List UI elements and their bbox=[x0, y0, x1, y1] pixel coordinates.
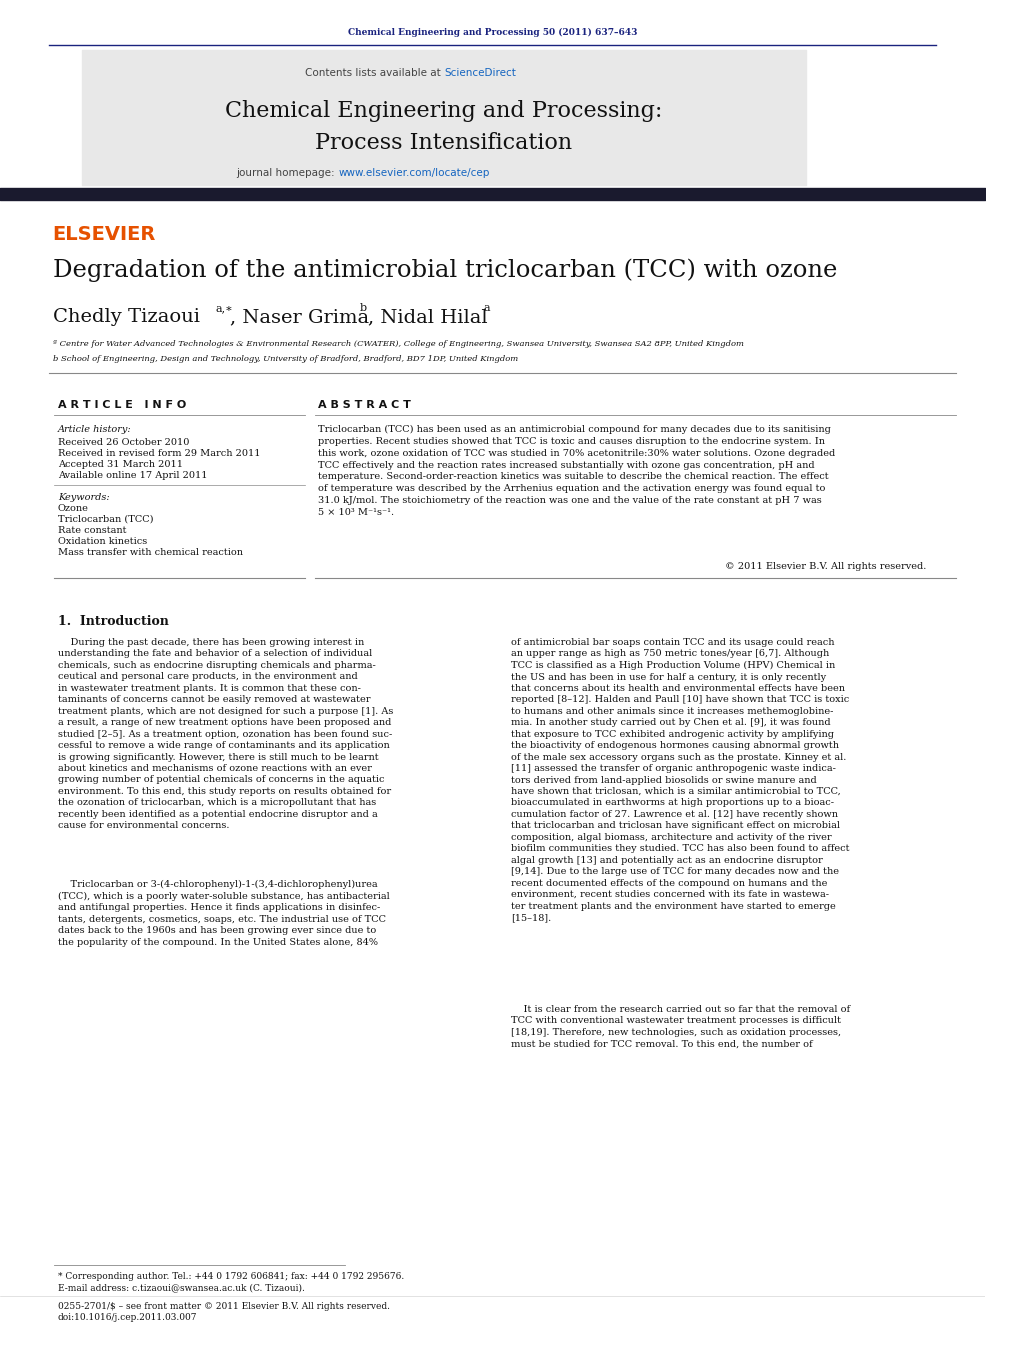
Text: Triclocarban (TCC) has been used as an antimicrobial compound for many decades d: Triclocarban (TCC) has been used as an a… bbox=[319, 426, 836, 516]
Text: Accepted 31 March 2011: Accepted 31 March 2011 bbox=[58, 459, 183, 469]
Text: a: a bbox=[484, 303, 490, 313]
Text: Chedly Tizaoui: Chedly Tizaoui bbox=[53, 308, 200, 326]
Text: www.elsevier.com/locate/cep: www.elsevier.com/locate/cep bbox=[339, 168, 490, 178]
Text: 0255-2701/$ – see front matter © 2011 Elsevier B.V. All rights reserved.: 0255-2701/$ – see front matter © 2011 El… bbox=[58, 1302, 390, 1310]
Text: ScienceDirect: ScienceDirect bbox=[445, 68, 517, 78]
Text: * Corresponding author. Tel.: +44 0 1792 606841; fax: +44 0 1792 295676.: * Corresponding author. Tel.: +44 0 1792… bbox=[58, 1273, 404, 1281]
Text: Contents lists available at: Contents lists available at bbox=[305, 68, 444, 78]
Text: A B S T R A C T: A B S T R A C T bbox=[319, 400, 411, 409]
Text: It is clear from the research carried out so far that the removal of
TCC with co: It is clear from the research carried ou… bbox=[512, 1005, 850, 1048]
Text: Keywords:: Keywords: bbox=[58, 493, 109, 503]
Text: , Nidal Hilal: , Nidal Hilal bbox=[368, 308, 487, 326]
Text: A R T I C L E   I N F O: A R T I C L E I N F O bbox=[58, 400, 186, 409]
Text: Process Intensification: Process Intensification bbox=[315, 132, 573, 154]
Text: Oxidation kinetics: Oxidation kinetics bbox=[58, 536, 147, 546]
Text: Chemical Engineering and Processing:: Chemical Engineering and Processing: bbox=[226, 100, 663, 122]
Text: Received 26 October 2010: Received 26 October 2010 bbox=[58, 438, 189, 447]
Text: Available online 17 April 2011: Available online 17 April 2011 bbox=[58, 471, 207, 480]
Text: Received in revised form 29 March 2011: Received in revised form 29 March 2011 bbox=[58, 449, 260, 458]
Text: , Naser Grima: , Naser Grima bbox=[230, 308, 369, 326]
Text: Triclocarban (TCC): Triclocarban (TCC) bbox=[58, 515, 153, 524]
Text: During the past decade, there has been growing interest in
understanding the fat: During the past decade, there has been g… bbox=[58, 638, 393, 831]
Text: ª Centre for Water Advanced Technologies & Environmental Research (CWATER), Coll: ª Centre for Water Advanced Technologies… bbox=[53, 340, 744, 349]
Text: a,∗: a,∗ bbox=[215, 303, 233, 313]
Text: Rate constant: Rate constant bbox=[58, 526, 127, 535]
Text: © 2011 Elsevier B.V. All rights reserved.: © 2011 Elsevier B.V. All rights reserved… bbox=[725, 562, 926, 571]
Text: doi:10.1016/j.cep.2011.03.007: doi:10.1016/j.cep.2011.03.007 bbox=[58, 1313, 197, 1323]
Text: journal homepage:: journal homepage: bbox=[236, 168, 338, 178]
Text: E-mail address: c.tizaoui@swansea.ac.uk (C. Tizaoui).: E-mail address: c.tizaoui@swansea.ac.uk … bbox=[58, 1283, 305, 1292]
Text: Chemical Engineering and Processing 50 (2011) 637–643: Chemical Engineering and Processing 50 (… bbox=[348, 28, 637, 36]
Text: Mass transfer with chemical reaction: Mass transfer with chemical reaction bbox=[58, 549, 243, 557]
Text: Ozone: Ozone bbox=[58, 504, 89, 513]
Text: 1.  Introduction: 1. Introduction bbox=[58, 615, 168, 628]
Text: Article history:: Article history: bbox=[58, 426, 132, 434]
Text: Triclocarban or 3-(4-chlorophenyl)-1-(3,4-dichlorophenyl)urea
(TCC), which is a : Triclocarban or 3-(4-chlorophenyl)-1-(3,… bbox=[58, 880, 390, 947]
Text: of antimicrobial bar soaps contain TCC and its usage could reach
an upper range : of antimicrobial bar soaps contain TCC a… bbox=[512, 638, 849, 921]
Text: b School of Engineering, Design and Technology, University of Bradford, Bradford: b School of Engineering, Design and Tech… bbox=[53, 355, 519, 363]
Text: ELSEVIER: ELSEVIER bbox=[52, 226, 156, 245]
Text: Degradation of the antimicrobial triclocarban (TCC) with ozone: Degradation of the antimicrobial tricloc… bbox=[53, 258, 837, 281]
Text: b: b bbox=[360, 303, 368, 313]
